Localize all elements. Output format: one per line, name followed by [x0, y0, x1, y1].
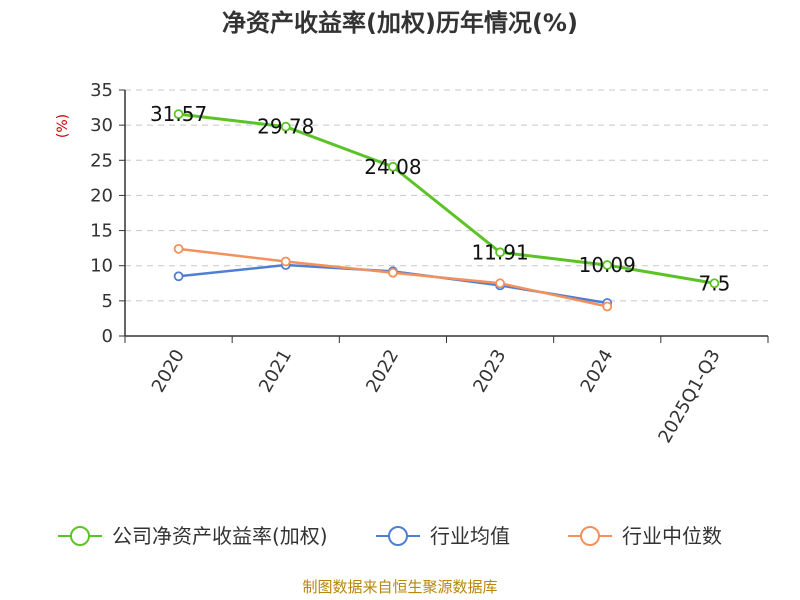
y-tick-label: 0 [102, 326, 113, 347]
legend-marker [580, 526, 600, 546]
y-tick-label: 15 [90, 221, 113, 242]
x-tick-label: 2021 [255, 346, 296, 396]
data-point [709, 278, 720, 289]
legend-entry: 公司净资产收益率(加权) [112, 524, 328, 548]
x-tick-label: 2022 [362, 346, 403, 396]
x-tick-label: 2020 [148, 346, 189, 396]
x-tick-labels: 2020 2021 2022 2023 2024 2025Q1-Q3 [148, 346, 725, 447]
data-label: 29.78 [257, 115, 314, 139]
data-label: 11.91 [471, 240, 528, 264]
data-label: 31.57 [150, 102, 207, 126]
data-label: 10.09 [579, 253, 636, 277]
legend-entry: 行业中位数 [622, 524, 722, 548]
y-tick-label: 35 [90, 80, 113, 101]
data-label: 7.5 [699, 271, 731, 295]
legend-marker [70, 526, 90, 546]
x-tick-label: 2023 [469, 346, 510, 396]
data-point [388, 161, 398, 172]
series-lines [173, 109, 720, 312]
data-point [173, 109, 184, 120]
x-tick-label: 2024 [576, 346, 617, 396]
y-tick-label: 25 [90, 150, 113, 171]
data-point [495, 247, 505, 258]
data-label: 24.08 [364, 155, 421, 179]
chart-title: 净资产收益率(加权)历年情况(%) [222, 9, 578, 37]
y-axis-label: (%) [55, 114, 71, 138]
y-tick-labels: 0 5 10 15 20 25 30 35 [90, 80, 113, 347]
data-point [280, 256, 291, 267]
data-point [388, 267, 398, 278]
data-point [173, 243, 184, 254]
data-point [173, 271, 184, 282]
y-tick-label: 30 [90, 115, 113, 136]
legend-entry: 行业均值 [430, 524, 510, 548]
source-note: 制图数据来自恒生聚源数据库 [302, 578, 497, 596]
series-line [178, 112, 715, 285]
data-point [602, 260, 613, 270]
y-tick-label: 20 [90, 185, 113, 206]
data-point [602, 301, 613, 312]
x-tick-label: 2025Q1-Q3 [654, 346, 724, 447]
y-tick-label: 5 [102, 291, 113, 312]
legend-marker [388, 526, 408, 546]
axes [119, 89, 769, 343]
data-labels: 31.57 29.78 24.08 11.91 10.09 7.5 [150, 102, 730, 295]
grid-lines [125, 89, 768, 302]
y-tick-label: 10 [90, 256, 113, 277]
data-point [280, 121, 291, 132]
data-point [495, 278, 505, 289]
legend: 公司净资产收益率(加权) 行业均值 行业中位数 [58, 524, 722, 548]
